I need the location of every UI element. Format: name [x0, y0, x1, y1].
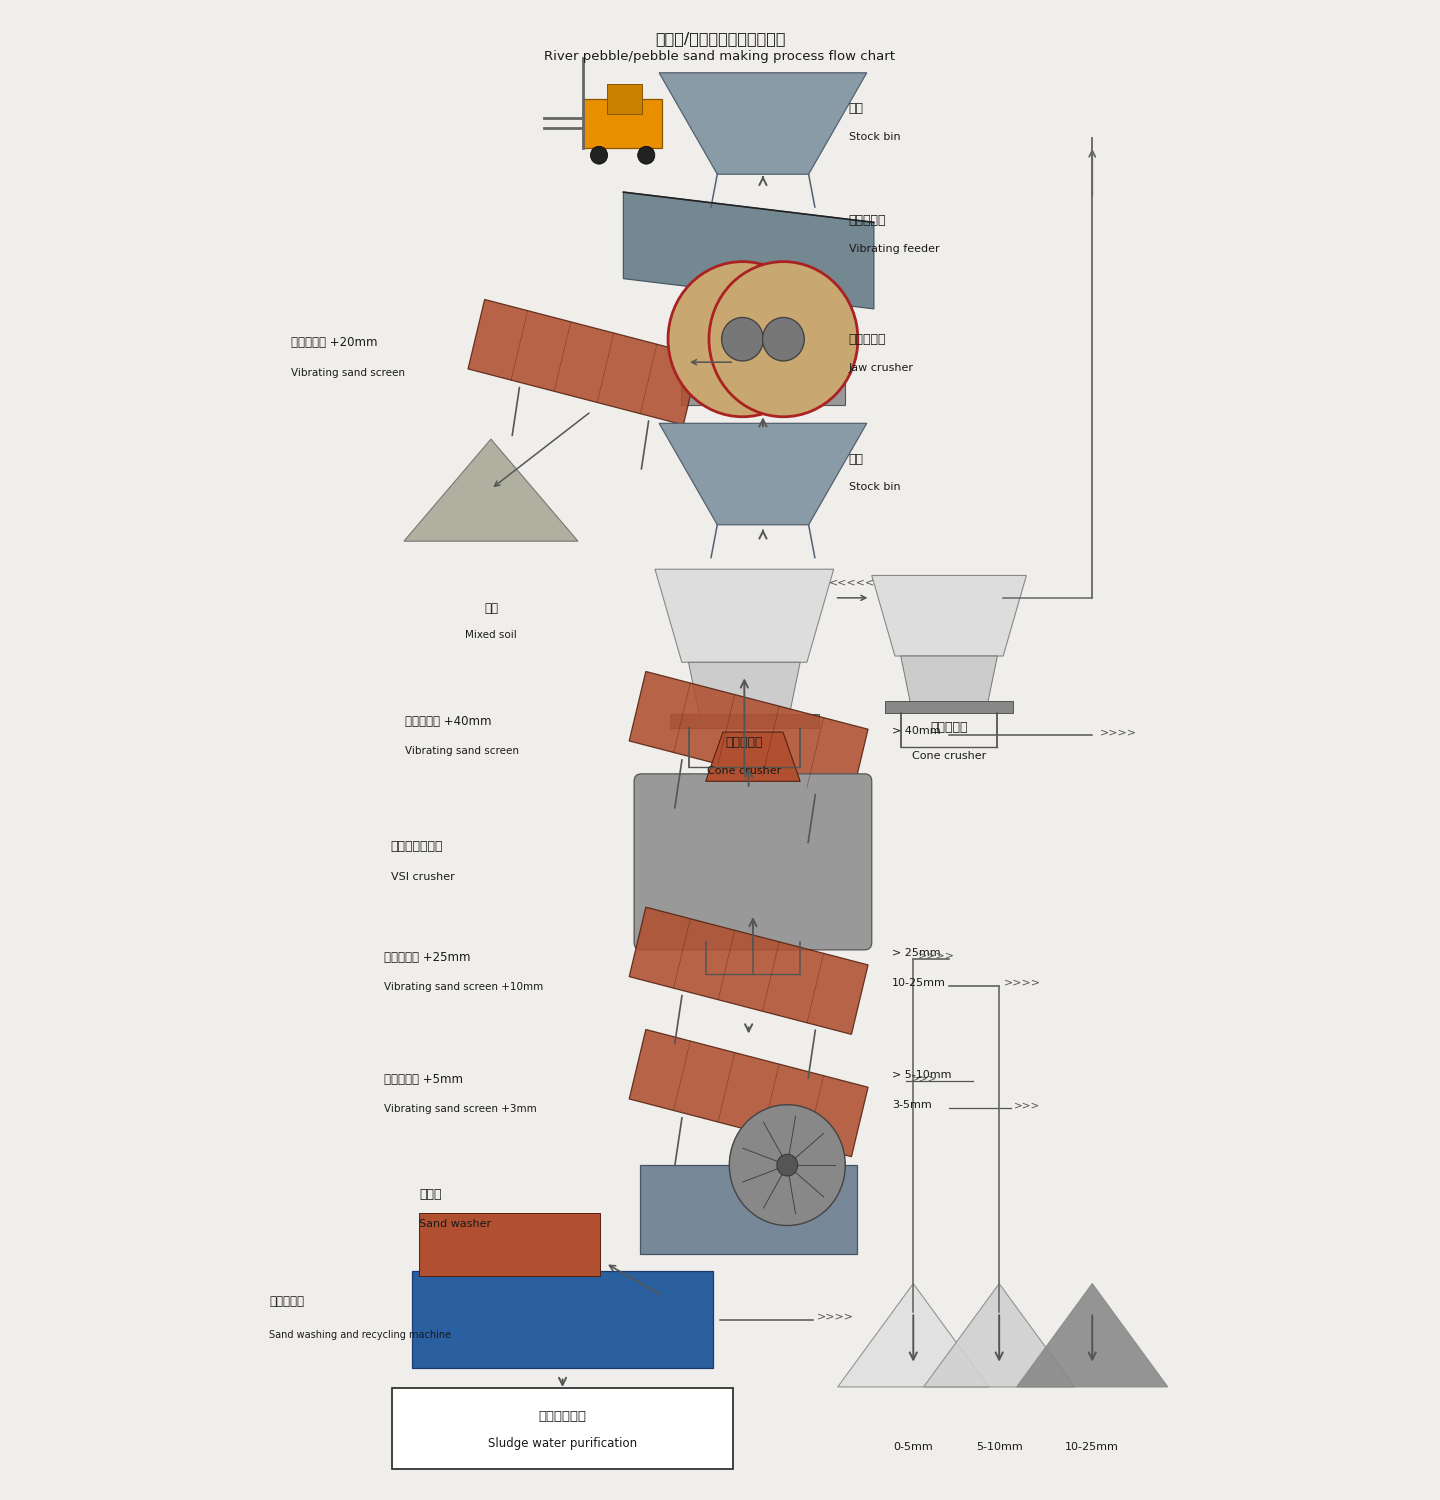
- Circle shape: [638, 146, 655, 164]
- Text: >>>: >>>: [1014, 1100, 1040, 1110]
- Circle shape: [590, 146, 608, 164]
- Polygon shape: [629, 1029, 868, 1156]
- Text: Cone crusher: Cone crusher: [912, 752, 986, 760]
- FancyBboxPatch shape: [884, 700, 1014, 712]
- Text: <<<<<: <<<<<: [829, 578, 876, 588]
- Polygon shape: [624, 192, 874, 309]
- Circle shape: [729, 1104, 845, 1226]
- Polygon shape: [655, 568, 834, 663]
- Text: 圆锥破碎机: 圆锥破碎机: [726, 736, 763, 748]
- FancyBboxPatch shape: [634, 774, 871, 950]
- Text: Vibrating feeder: Vibrating feeder: [848, 244, 939, 254]
- Text: Vibrating sand screen: Vibrating sand screen: [291, 368, 405, 378]
- Text: Stock bin: Stock bin: [848, 132, 900, 142]
- Text: >>>>: >>>>: [818, 1312, 854, 1322]
- Polygon shape: [660, 74, 867, 174]
- Text: 立式冲击破碎机: 立式冲击破碎机: [390, 840, 444, 854]
- Text: 振动筛砂机 +40mm: 振动筛砂机 +40mm: [405, 716, 491, 728]
- Text: 3-5mm: 3-5mm: [891, 1100, 932, 1110]
- Polygon shape: [629, 672, 868, 798]
- Polygon shape: [706, 732, 801, 782]
- Circle shape: [708, 261, 858, 417]
- Polygon shape: [1017, 1284, 1168, 1388]
- FancyBboxPatch shape: [641, 1166, 857, 1254]
- Text: 振动筛砂机 +25mm: 振动筛砂机 +25mm: [383, 951, 469, 964]
- FancyBboxPatch shape: [419, 1214, 599, 1276]
- Text: > 40mm: > 40mm: [891, 726, 940, 735]
- Text: >>>>: >>>>: [1099, 728, 1136, 736]
- Text: 杂土: 杂土: [484, 602, 498, 615]
- Text: 10-25mm: 10-25mm: [1066, 1442, 1119, 1452]
- Text: 料仓: 料仓: [848, 102, 864, 116]
- Text: Stock bin: Stock bin: [848, 483, 900, 492]
- Text: 洗砂回收机: 洗砂回收机: [269, 1296, 304, 1308]
- Text: 0-5mm: 0-5mm: [893, 1442, 933, 1452]
- Text: >>>>: >>>>: [917, 951, 955, 962]
- Text: 振动筛砂机 +5mm: 振动筛砂机 +5mm: [383, 1072, 462, 1086]
- Text: 颚式破碎机: 颚式破碎机: [848, 333, 887, 346]
- Text: Sludge water purification: Sludge water purification: [488, 1437, 636, 1450]
- Text: Sand washer: Sand washer: [419, 1220, 491, 1230]
- Text: > 5-10mm: > 5-10mm: [891, 1070, 952, 1080]
- Text: Jaw crusher: Jaw crusher: [848, 363, 914, 374]
- Text: Vibrating sand screen +3mm: Vibrating sand screen +3mm: [383, 1104, 536, 1114]
- Text: 河卵石/鹅卵石制砂工艺流程图: 河卵石/鹅卵石制砂工艺流程图: [655, 32, 785, 46]
- FancyBboxPatch shape: [583, 99, 662, 147]
- Polygon shape: [838, 1284, 989, 1388]
- Circle shape: [763, 318, 805, 362]
- Circle shape: [668, 261, 816, 417]
- FancyBboxPatch shape: [681, 351, 845, 405]
- Text: Vibrating sand screen: Vibrating sand screen: [405, 747, 518, 756]
- Polygon shape: [923, 1284, 1074, 1388]
- Polygon shape: [629, 908, 868, 1035]
- Polygon shape: [871, 576, 1027, 656]
- Polygon shape: [468, 300, 700, 424]
- Polygon shape: [901, 656, 998, 704]
- Text: >>>: >>>: [910, 1072, 936, 1083]
- Text: Sand washing and recycling machine: Sand washing and recycling machine: [269, 1329, 451, 1340]
- FancyBboxPatch shape: [412, 1272, 713, 1368]
- FancyBboxPatch shape: [606, 84, 642, 114]
- Polygon shape: [403, 440, 577, 542]
- Polygon shape: [688, 663, 801, 717]
- Text: 圆锥破碎机: 圆锥破碎机: [930, 722, 968, 734]
- Text: Cone crusher: Cone crusher: [707, 766, 782, 776]
- Circle shape: [721, 318, 763, 362]
- Text: 10-25mm: 10-25mm: [891, 978, 946, 987]
- Text: >>>>: >>>>: [1004, 978, 1041, 987]
- Text: 洗沙机: 洗沙机: [419, 1188, 442, 1202]
- Text: 振动筛砂机 +20mm: 振动筛砂机 +20mm: [291, 336, 377, 350]
- Text: 振动给料机: 振动给料机: [848, 214, 887, 226]
- Polygon shape: [660, 423, 867, 525]
- Text: Mixed soil: Mixed soil: [465, 630, 517, 640]
- Text: Vibrating sand screen +10mm: Vibrating sand screen +10mm: [383, 982, 543, 992]
- Text: 料仓: 料仓: [848, 453, 864, 465]
- Text: 5-10mm: 5-10mm: [976, 1442, 1022, 1452]
- Text: 泥水净化系统: 泥水净化系统: [539, 1410, 586, 1424]
- FancyBboxPatch shape: [670, 714, 819, 728]
- Circle shape: [776, 1155, 798, 1176]
- Text: River pebble/pebble sand making process flow chart: River pebble/pebble sand making process …: [544, 50, 896, 63]
- Text: VSI crusher: VSI crusher: [390, 871, 455, 882]
- Text: > 25mm: > 25mm: [891, 948, 940, 958]
- FancyBboxPatch shape: [392, 1389, 733, 1468]
